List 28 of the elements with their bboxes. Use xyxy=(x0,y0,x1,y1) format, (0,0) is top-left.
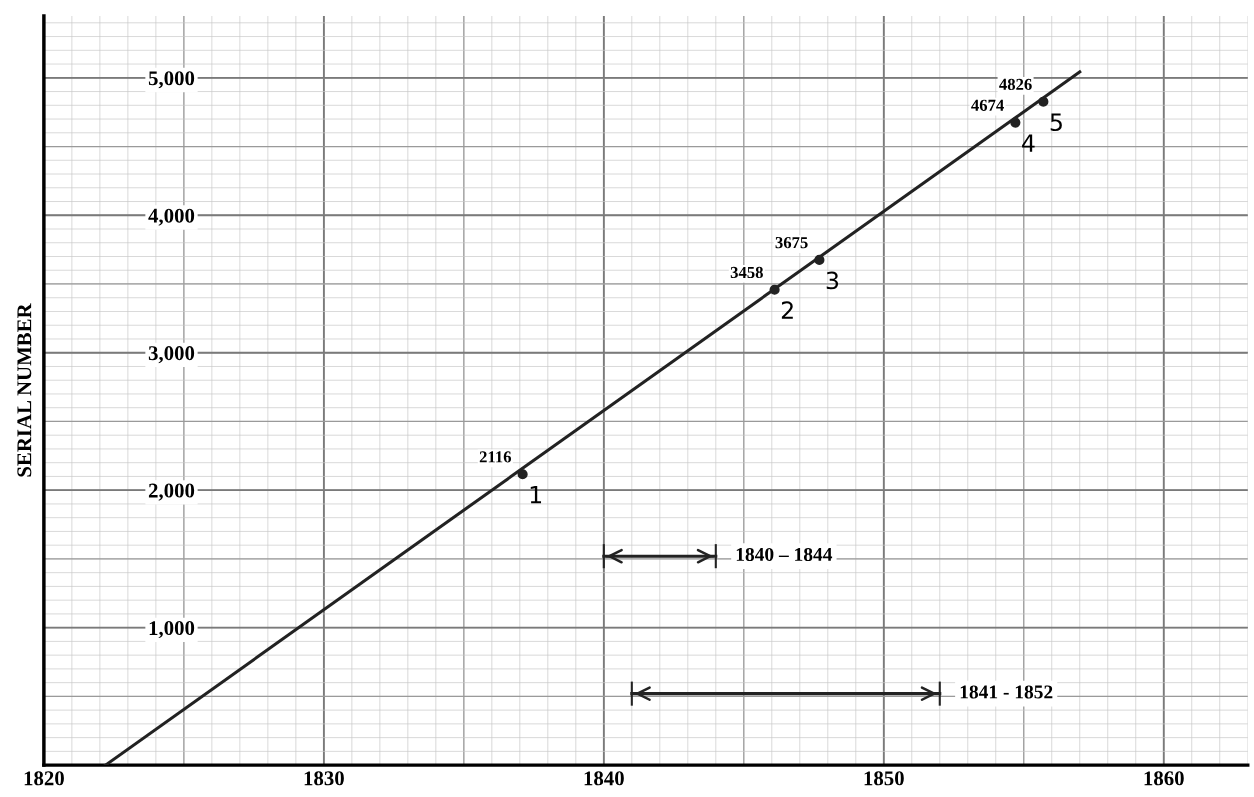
x-tick-label: 1860 xyxy=(1144,771,1184,786)
point xyxy=(517,469,528,480)
point xyxy=(1038,96,1049,107)
y-tick-label: 2,000 xyxy=(148,483,195,501)
point xyxy=(769,284,780,295)
annotation: 4 xyxy=(1022,134,1035,152)
data-label: 4826 xyxy=(999,78,1032,90)
x-tick-label: 1850 xyxy=(864,771,904,786)
x-tick-label: 1840 xyxy=(584,771,624,786)
y-tick-label: 1,000 xyxy=(149,621,195,639)
point xyxy=(814,254,825,266)
annotation: 3 xyxy=(826,271,839,290)
data-label: 2116 xyxy=(479,451,512,463)
x-tick-label: 1830 xyxy=(304,771,344,786)
data-label: 3675 xyxy=(775,237,808,249)
annotation: 2 xyxy=(781,301,793,319)
data-label: 4674 xyxy=(971,99,1004,111)
x-tick-label: 1820 xyxy=(24,771,64,786)
y-tick-label: 5,000 xyxy=(148,71,195,89)
y-tick-label: 4,000 xyxy=(148,208,195,226)
y-tick-label: 3,000 xyxy=(148,346,195,364)
annotation: 1841 - 1852 xyxy=(960,685,1053,699)
data-label: 3458 xyxy=(730,266,763,279)
annotation: 5 xyxy=(1050,113,1062,132)
point xyxy=(1010,117,1021,128)
annotation: 1840 – 1844 xyxy=(736,547,833,562)
annotation: 1 xyxy=(530,486,542,504)
y-axis-title: SERIAL NUMBER xyxy=(17,303,32,477)
